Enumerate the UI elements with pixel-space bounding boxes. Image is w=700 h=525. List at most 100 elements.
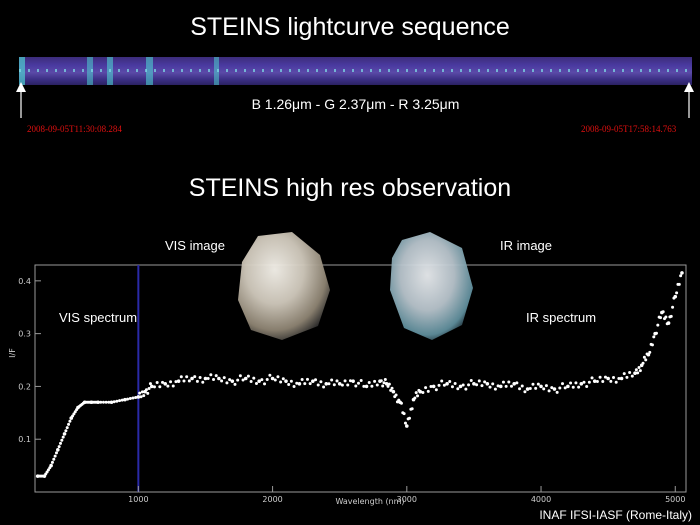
data-point [107, 400, 111, 404]
data-point [445, 381, 449, 386]
data-point [187, 379, 191, 383]
ir-spectrum-label: IR spectrum [526, 310, 597, 325]
data-point [257, 379, 261, 383]
data-point [327, 382, 331, 386]
data-point [243, 376, 248, 381]
data-point [585, 385, 589, 389]
data-point [176, 379, 181, 383]
y-tick-label: 0.1 [18, 435, 31, 444]
data-point [658, 316, 662, 320]
data-point [501, 380, 505, 384]
data-point [637, 366, 641, 370]
data-point [426, 389, 430, 393]
data-point [54, 451, 58, 455]
data-point [222, 376, 226, 380]
data-point [53, 454, 57, 458]
data-point [410, 407, 414, 411]
data-point [252, 376, 256, 380]
y-tick-label: 0.3 [18, 330, 31, 339]
data-point [348, 379, 352, 383]
chart-axes [34, 264, 687, 493]
data-point [343, 379, 347, 383]
data-point [381, 384, 385, 388]
data-point [155, 381, 159, 385]
data-point [641, 361, 645, 365]
data-point [166, 384, 170, 388]
data-point [531, 382, 535, 386]
data-point [340, 383, 344, 387]
data-point [634, 368, 638, 372]
data-point [485, 381, 490, 386]
data-point [677, 282, 681, 286]
data-point [115, 399, 119, 403]
data-point [140, 390, 144, 394]
data-point [475, 383, 479, 387]
data-point [477, 379, 481, 383]
data-point [148, 382, 152, 386]
data-point [579, 381, 584, 386]
data-point [437, 383, 441, 387]
data-point [190, 376, 194, 381]
data-point [469, 379, 473, 383]
data-point [467, 383, 471, 387]
data-point [64, 429, 68, 433]
data-point [142, 394, 146, 398]
data-point [303, 382, 307, 386]
data-point [512, 381, 516, 386]
data-point [220, 379, 224, 383]
data-point [281, 377, 285, 381]
data-point [431, 384, 436, 389]
data-point [56, 447, 60, 452]
data-point [384, 381, 389, 386]
data-point [601, 379, 605, 383]
data-point [547, 389, 551, 393]
data-point [666, 321, 671, 325]
data-point [390, 386, 394, 390]
data-point [147, 387, 151, 391]
data-point [440, 379, 444, 383]
data-point [96, 400, 100, 405]
data-point [305, 377, 309, 381]
data-point [491, 382, 495, 386]
chart-ticks: 1000 2000 3000 4000 5000 0.1 0.2 0.3 0.4 [18, 277, 685, 504]
data-point [60, 438, 64, 442]
data-point [144, 388, 148, 392]
data-point [480, 384, 484, 388]
data-point [158, 385, 162, 389]
data-point [330, 378, 334, 382]
data-point [617, 377, 621, 380]
x-axis-label: Wavelength (nm) [335, 497, 404, 506]
data-point [536, 382, 540, 386]
data-point [109, 400, 114, 405]
data-point [550, 386, 554, 390]
data-point [614, 380, 618, 384]
data-point [99, 400, 103, 404]
data-point [525, 387, 530, 391]
data-point [179, 375, 183, 379]
data-point [163, 381, 167, 386]
data-point [383, 377, 387, 381]
data-point [362, 384, 366, 388]
data-point [609, 379, 613, 383]
y-tick-label: 0.2 [18, 382, 31, 391]
band-wavelengths: B 1.26μm - G 2.37μm - R 3.25μm [251, 96, 460, 112]
lightcurve-title: STEINS lightcurve sequence [190, 13, 510, 41]
data-point [493, 387, 497, 391]
data-point [555, 390, 559, 394]
data-point [650, 343, 654, 347]
data-point [566, 384, 570, 389]
data-point [169, 380, 173, 384]
plot-frame [34, 264, 687, 493]
data-point [120, 398, 124, 402]
data-point [590, 376, 594, 380]
chart-points [35, 271, 684, 478]
data-point [241, 378, 245, 382]
data-point [198, 376, 202, 380]
data-point [448, 379, 452, 383]
data-point [442, 383, 446, 387]
data-point [233, 382, 237, 386]
data-point [270, 376, 275, 381]
data-point [528, 387, 532, 391]
data-point [450, 385, 454, 389]
data-point [389, 388, 393, 392]
